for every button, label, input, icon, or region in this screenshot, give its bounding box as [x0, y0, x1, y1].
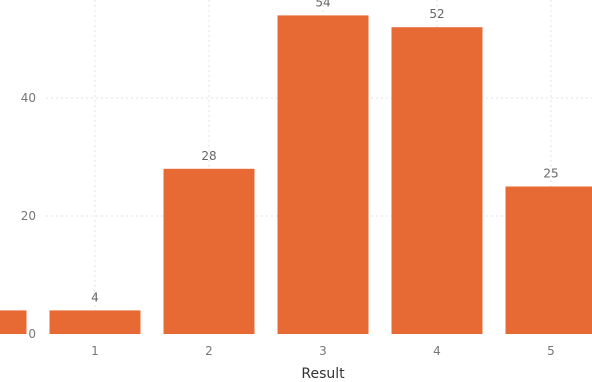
data-label-1: 4	[91, 290, 99, 304]
data-label-4: 52	[429, 7, 444, 21]
x-tick-label-4: 4	[433, 344, 441, 358]
y-tick-label-1: 20	[21, 209, 36, 223]
y-tick-label-2: 40	[21, 91, 36, 105]
y-axis-ticks: 0 20 40	[21, 91, 36, 341]
bar-3	[277, 15, 369, 335]
bars	[0, 15, 592, 335]
bar-5	[505, 186, 592, 334]
x-tick-label-3: 3	[319, 344, 327, 358]
bar-1	[49, 310, 141, 334]
data-label-3: 54	[315, 0, 330, 9]
y-tick-label-0: 0	[28, 327, 36, 341]
data-label-5: 25	[543, 167, 558, 181]
bar-2	[163, 168, 255, 334]
x-axis-ticks: 1 2 3 4 5	[91, 344, 555, 358]
data-labels: 4 28 54 52 25	[91, 0, 558, 304]
x-tick-label-2: 2	[205, 344, 213, 358]
x-tick-label-5: 5	[547, 344, 555, 358]
data-label-2: 28	[201, 149, 216, 163]
x-axis-title: Result	[301, 366, 345, 382]
x-tick-label-1: 1	[91, 344, 99, 358]
bar-0	[0, 310, 27, 334]
bar-4	[391, 27, 483, 334]
